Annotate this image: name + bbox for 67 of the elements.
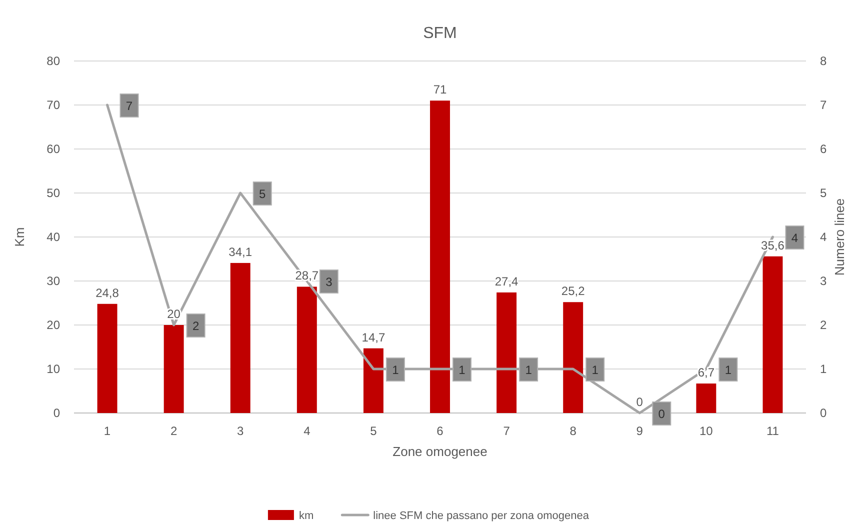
bar [363, 348, 384, 413]
bar [762, 256, 783, 413]
x-tick-label: 10 [700, 424, 714, 438]
data-label: 0 [658, 407, 666, 421]
y-tick-label: 50 [46, 186, 60, 200]
data-label: 27,4 [494, 274, 519, 288]
x-tick-label: 4 [304, 424, 311, 438]
data-label: 20 [167, 307, 181, 321]
data-label: 7 [126, 99, 133, 113]
y2-tick-label: 2 [820, 318, 827, 332]
data-label: 1 [724, 363, 732, 377]
chart-title: SFM [423, 25, 457, 42]
y2-tick-label: 3 [820, 274, 827, 288]
bar [97, 304, 118, 413]
bar [563, 302, 584, 413]
x-tick-label: 6 [436, 424, 444, 438]
x-tick-label: 11 [766, 424, 780, 438]
data-label: 25,2 [561, 284, 586, 298]
data-label: 6,7 [698, 366, 715, 380]
data-label: 24,8 [96, 286, 120, 300]
y2-tick-label: 1 [820, 362, 827, 376]
y-tick-label: 20 [46, 318, 60, 332]
y-tick-label: 80 [46, 54, 60, 68]
x-axis-title: Zone omogenee [392, 444, 488, 459]
y-tick-label: 60 [46, 142, 60, 156]
y-tick-label: 70 [46, 98, 60, 112]
x-tick-label: 2 [170, 424, 178, 438]
x-tick-label: 3 [237, 424, 244, 438]
data-label: 2 [192, 319, 200, 333]
y2-tick-label: 5 [820, 186, 827, 200]
y-tick-label: 30 [46, 274, 60, 288]
data-label: 4 [791, 231, 798, 245]
bar [696, 384, 716, 413]
y2-tick-label: 0 [820, 406, 827, 420]
data-label: 1 [592, 363, 599, 377]
data-label: 28,7 [295, 268, 319, 283]
y-tick-label: 10 [46, 362, 60, 376]
bar [164, 325, 184, 413]
data-label: 71 [433, 82, 447, 97]
legend-label: linee SFM che passano per zona omogenea [373, 510, 590, 522]
data-label: 35,6 [761, 238, 785, 252]
data-label: 1 [392, 363, 400, 377]
data-label: 0 [636, 395, 644, 409]
bar [430, 100, 450, 413]
bar [230, 262, 250, 413]
x-tick-label: 5 [370, 424, 378, 438]
data-label: 1 [525, 363, 532, 377]
bar [296, 286, 317, 413]
legend-label: km [298, 510, 314, 522]
data-label: 5 [259, 187, 266, 201]
data-label: 1 [458, 363, 466, 377]
y2-tick-label: 7 [820, 98, 827, 112]
x-tick-label: 7 [503, 424, 510, 438]
x-tick-label: 1 [104, 424, 111, 438]
y-tick-label: 40 [46, 230, 60, 244]
data-label: 3 [326, 275, 333, 289]
y-axis-title: Km [12, 227, 27, 247]
data-label: 34,1 [228, 244, 252, 259]
y2-axis-title: Numero linee [832, 198, 847, 276]
x-tick-label: 8 [570, 424, 577, 438]
x-tick-label: 9 [636, 424, 644, 438]
data-label: 14,7 [362, 330, 386, 344]
bar [496, 292, 517, 413]
y2-tick-label: 6 [820, 142, 827, 156]
y2-tick-label: 4 [820, 230, 827, 244]
y-tick-label: 0 [53, 406, 60, 420]
y2-tick-label: 8 [820, 54, 827, 68]
